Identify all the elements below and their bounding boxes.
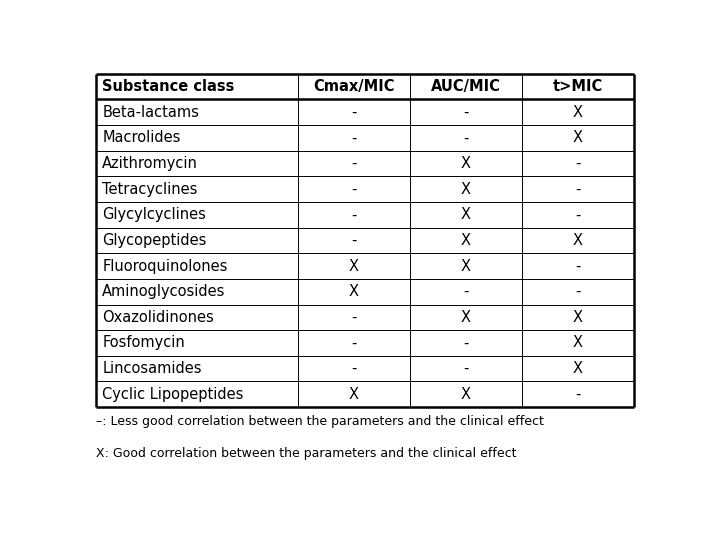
Text: -: -: [575, 156, 580, 171]
Text: -: -: [351, 130, 356, 146]
Text: -: -: [575, 284, 580, 299]
Text: -: -: [463, 361, 468, 376]
Text: Glycylcyclines: Glycylcyclines: [103, 208, 206, 222]
Text: -: -: [575, 387, 580, 402]
Text: Aminoglycosides: Aminoglycosides: [103, 284, 226, 299]
Text: -: -: [575, 208, 580, 222]
Text: X: X: [461, 208, 471, 222]
Text: X: X: [461, 182, 471, 197]
Text: AUC/MIC: AUC/MIC: [431, 79, 501, 94]
Text: X: X: [573, 310, 583, 325]
Text: -: -: [351, 156, 356, 171]
Text: –: Less good correlation between the parameters and the clinical effect: –: Less good correlation between the par…: [95, 416, 543, 429]
Text: X: X: [573, 361, 583, 376]
Text: Macrolides: Macrolides: [103, 130, 181, 146]
Text: Oxazolidinones: Oxazolidinones: [103, 310, 214, 325]
Text: X: X: [461, 259, 471, 274]
Text: -: -: [351, 233, 356, 248]
Text: X: X: [461, 310, 471, 325]
Text: Cyclic Lipopeptides: Cyclic Lipopeptides: [103, 387, 244, 402]
Text: -: -: [351, 310, 356, 325]
Text: -: -: [351, 182, 356, 197]
Text: -: -: [463, 130, 468, 146]
Text: Glycopeptides: Glycopeptides: [103, 233, 206, 248]
Text: -: -: [463, 105, 468, 120]
Text: Cmax/MIC: Cmax/MIC: [313, 79, 394, 94]
Text: X: Good correlation between the parameters and the clinical effect: X: Good correlation between the paramete…: [95, 446, 516, 460]
Text: -: -: [351, 361, 356, 376]
Text: Lincosamides: Lincosamides: [103, 361, 201, 376]
Text: Azithromycin: Azithromycin: [103, 156, 198, 171]
Text: X: X: [573, 233, 583, 248]
Text: X: X: [573, 105, 583, 120]
Text: -: -: [351, 208, 356, 222]
Text: -: -: [463, 335, 468, 350]
Text: X: X: [349, 284, 359, 299]
Text: X: X: [461, 156, 471, 171]
Text: Beta-lactams: Beta-lactams: [103, 105, 199, 120]
Text: Fluoroquinolones: Fluoroquinolones: [103, 259, 228, 274]
Text: -: -: [463, 284, 468, 299]
Text: -: -: [351, 105, 356, 120]
Text: Tetracyclines: Tetracyclines: [103, 182, 198, 197]
Text: -: -: [575, 182, 580, 197]
Text: -: -: [575, 259, 580, 274]
Text: X: X: [573, 130, 583, 146]
Text: X: X: [461, 387, 471, 402]
Text: X: X: [349, 387, 359, 402]
Text: X: X: [573, 335, 583, 350]
Text: Fosfomycin: Fosfomycin: [103, 335, 185, 350]
Text: t>MIC: t>MIC: [553, 79, 603, 94]
Text: Substance class: Substance class: [103, 79, 235, 94]
Text: -: -: [351, 335, 356, 350]
Text: X: X: [349, 259, 359, 274]
Text: X: X: [461, 233, 471, 248]
